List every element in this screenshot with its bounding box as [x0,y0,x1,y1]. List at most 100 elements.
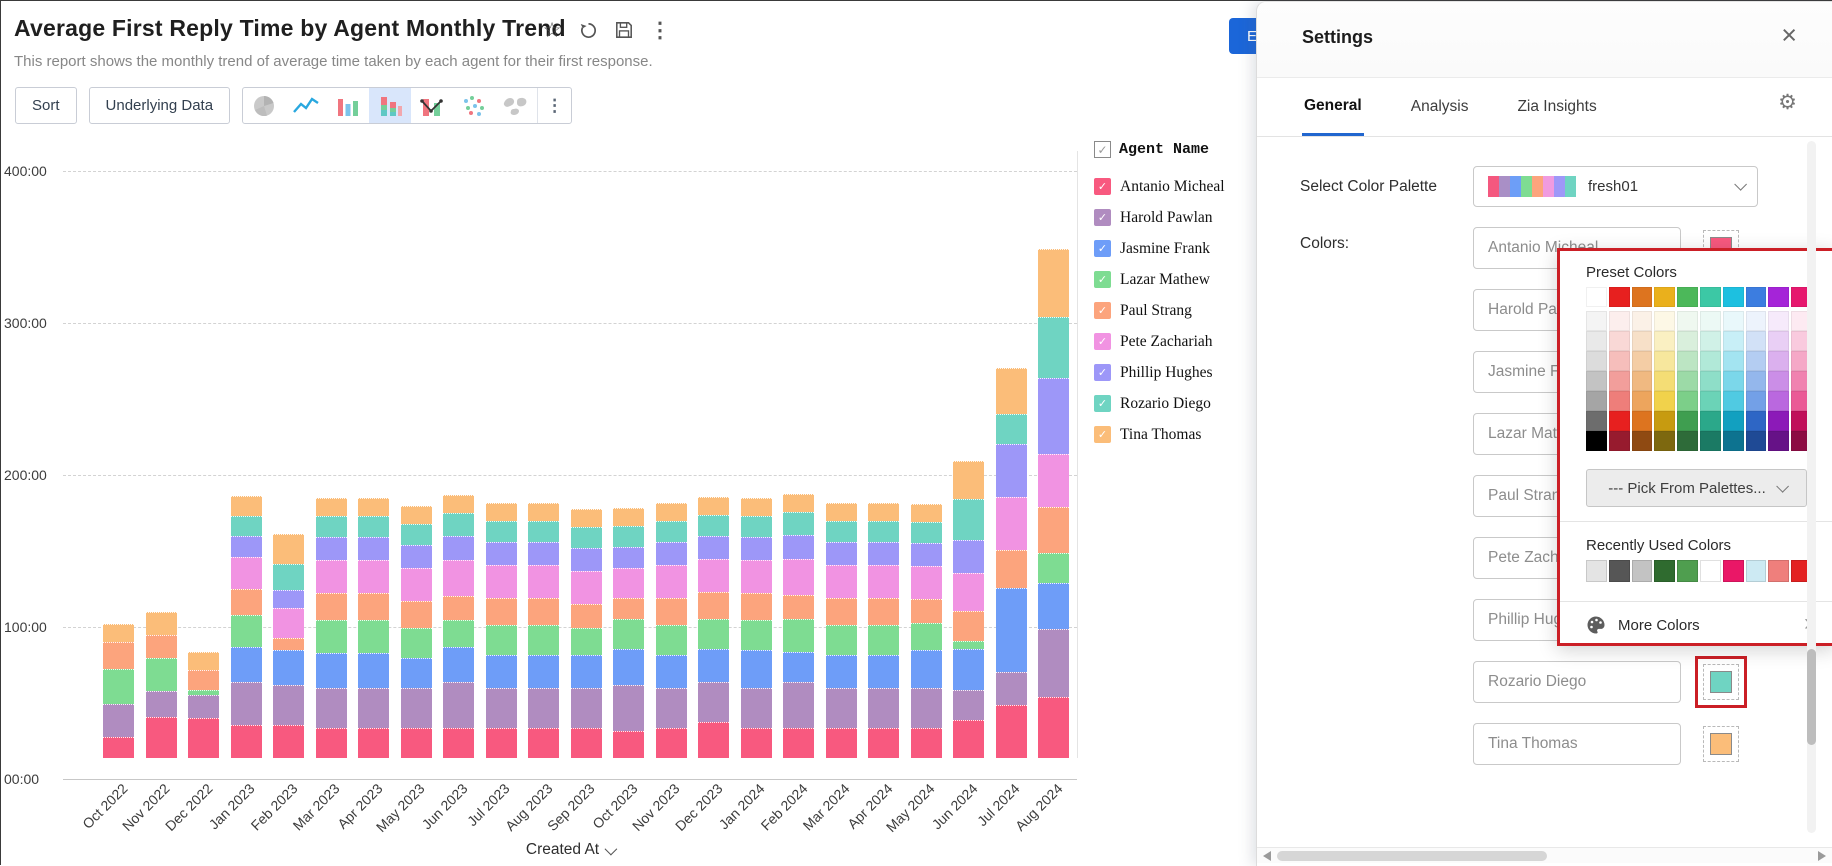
bar-dec-2023[interactable] [698,497,729,758]
bar-segment[interactable] [741,728,772,758]
more-options-kebab-icon[interactable]: ⋮ [649,19,671,41]
preset-color-cell[interactable] [1654,287,1675,307]
legend-checkbox[interactable]: ✓ [1094,271,1111,288]
bar-segment[interactable] [231,647,262,682]
preset-color-cell[interactable] [1700,391,1721,411]
bar-segment[interactable] [528,655,559,688]
tab-general[interactable]: General [1302,79,1364,136]
bar-segment[interactable] [911,543,942,566]
settings-horizontal-scrollbar[interactable] [1257,847,1832,863]
preset-color-cell[interactable] [1654,391,1675,411]
bar-segment[interactable] [613,526,644,547]
bar-segment[interactable] [1038,454,1069,507]
bar-segment[interactable] [656,655,687,688]
bar-oct-2022[interactable] [103,624,134,758]
bar-segment[interactable] [103,704,134,737]
bar-segment[interactable] [231,589,262,615]
color-palette-dropdown[interactable]: fresh01 [1473,166,1758,207]
preset-color-cell[interactable] [1677,311,1698,331]
legend-item-harold-pawlan[interactable]: ✓Harold Pawlan [1094,202,1225,233]
bar-jul-2023[interactable] [486,503,517,758]
preset-color-cell[interactable] [1609,331,1630,351]
bar-segment[interactable] [911,566,942,599]
bar-segment[interactable] [358,653,389,688]
bar-segment[interactable] [528,503,559,521]
map-chart-icon[interactable] [495,88,537,123]
bar-aug-2023[interactable] [528,503,559,758]
legend-item-pete-zachariah[interactable]: ✓Pete Zachariah [1094,326,1225,357]
bar-segment[interactable] [953,720,984,758]
bar-segment[interactable] [486,688,517,728]
bar-segment[interactable] [826,565,857,598]
bar-segment[interactable] [698,649,729,682]
preset-color-cell[interactable] [1768,371,1789,391]
preset-color-cell[interactable] [1632,311,1653,331]
bar-segment[interactable] [741,537,772,560]
bar-nov-2022[interactable] [146,612,177,758]
bar-segment[interactable] [911,504,942,522]
stacked-bar-chart-icon[interactable] [369,88,411,123]
bar-mar-2024[interactable] [826,503,857,758]
preset-color-cell[interactable] [1586,411,1607,431]
bar-feb-2024[interactable] [783,494,814,758]
bar-segment[interactable] [146,691,177,717]
bar-segment[interactable] [868,521,899,542]
preset-color-cell[interactable] [1677,331,1698,351]
preset-color-cell[interactable] [1586,287,1607,307]
bar-segment[interactable] [528,521,559,542]
bar-segment[interactable] [401,728,432,758]
bar-segment[interactable] [953,540,984,573]
preset-color-cell[interactable] [1768,391,1789,411]
bar-segment[interactable] [613,731,644,758]
recent-color-cell[interactable] [1677,560,1698,582]
bar-segment[interactable] [996,497,1027,550]
recent-color-cell[interactable] [1768,560,1789,582]
bar-segment[interactable] [783,512,814,535]
legend-item-phillip-hughes[interactable]: ✓Phillip Hughes [1094,357,1225,388]
legend-checkbox[interactable]: ✓ [1094,209,1111,226]
bar-segment[interactable] [316,560,347,593]
bar-segment[interactable] [358,537,389,560]
gear-icon[interactable]: ⚙ [1778,90,1797,115]
bar-segment[interactable] [273,564,304,590]
bar-segment[interactable] [443,596,474,620]
bar-segment[interactable] [358,516,389,537]
bar-chart-icon[interactable] [327,88,369,123]
bar-segment[interactable] [273,685,304,725]
bar-segment[interactable] [996,705,1027,758]
bar-segment[interactable] [656,728,687,758]
bar-segment[interactable] [146,612,177,635]
bar-may-2024[interactable] [911,504,942,758]
preset-color-cell[interactable] [1654,311,1675,331]
preset-color-cell[interactable] [1768,287,1789,307]
bar-segment[interactable] [316,728,347,758]
bar-segment[interactable] [103,737,134,758]
bar-segment[interactable] [741,560,772,593]
bar-segment[interactable] [103,669,134,704]
bar-segment[interactable] [656,565,687,598]
bar-segment[interactable] [401,688,432,728]
bar-segment[interactable] [188,670,219,690]
bar-segment[interactable] [401,506,432,524]
bar-segment[interactable] [698,619,729,649]
bar-segment[interactable] [698,497,729,515]
bar-segment[interactable] [528,542,559,565]
recent-color-cell[interactable] [1700,560,1721,582]
bar-segment[interactable] [528,625,559,655]
line-chart-icon[interactable] [285,88,327,123]
preset-color-cell[interactable] [1609,431,1630,451]
recent-color-cell[interactable] [1632,560,1653,582]
bar-segment[interactable] [1038,378,1069,454]
preset-color-cell[interactable] [1723,391,1744,411]
bar-segment[interactable] [826,625,857,655]
bar-segment[interactable] [571,571,602,604]
bar-segment[interactable] [571,604,602,628]
legend-checkbox[interactable]: ✓ [1094,364,1111,381]
preset-color-cell[interactable] [1746,411,1767,431]
bar-segment[interactable] [656,688,687,728]
more-chart-types-kebab-icon[interactable]: ⋮ [537,88,571,123]
bar-segment[interactable] [741,650,772,688]
bar-segment[interactable] [656,542,687,565]
preset-color-cell[interactable] [1586,391,1607,411]
bar-may-2023[interactable] [401,506,432,758]
